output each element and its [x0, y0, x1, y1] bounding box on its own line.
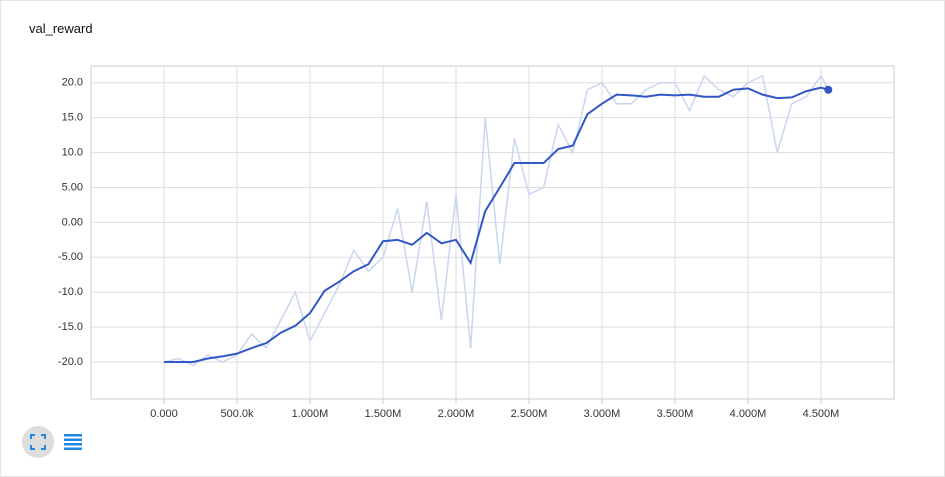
series-line: [164, 86, 829, 363]
y-tick-label: 20.0: [62, 77, 83, 89]
y-tick-label: 10.0: [62, 146, 83, 158]
chart-title: val_reward: [29, 21, 93, 36]
y-tick-label: 5.00: [62, 181, 83, 193]
x-tick-label: 2.000M: [438, 408, 475, 420]
x-tick-label: 0.000: [150, 408, 178, 420]
x-tick-label: 4.000M: [730, 408, 767, 420]
x-tick-label: 1.000M: [292, 408, 329, 420]
y-tick-label: 0.00: [62, 216, 83, 228]
y-tick-label: -10.0: [58, 286, 83, 298]
data-table-button[interactable]: [57, 426, 89, 458]
x-tick-label: 1.500M: [365, 408, 402, 420]
plot-frame: [90, 65, 895, 400]
list-icon: [64, 434, 82, 450]
fullscreen-icon: [30, 434, 46, 450]
x-tick-label: 2.500M: [511, 408, 548, 420]
y-tick-label: 15.0: [62, 112, 83, 124]
x-tick-label: 4.500M: [803, 408, 840, 420]
x-tick-label: 3.000M: [584, 408, 621, 420]
x-tick-label: 3.500M: [657, 408, 694, 420]
y-tick-label: -20.0: [58, 356, 83, 368]
fullscreen-button[interactable]: [22, 426, 54, 458]
series-line: [163, 74, 829, 367]
last-point-marker: [824, 85, 833, 94]
chart: 20.0 15.0 10.0 5.00 0.00 -5.00 -10.0 -15.0 -20.0…: [58, 65, 895, 420]
y-tick-label: -5.00: [58, 251, 83, 263]
x-tick-label: 500.0k: [220, 408, 254, 420]
y-tick-label: -15.0: [58, 321, 83, 333]
